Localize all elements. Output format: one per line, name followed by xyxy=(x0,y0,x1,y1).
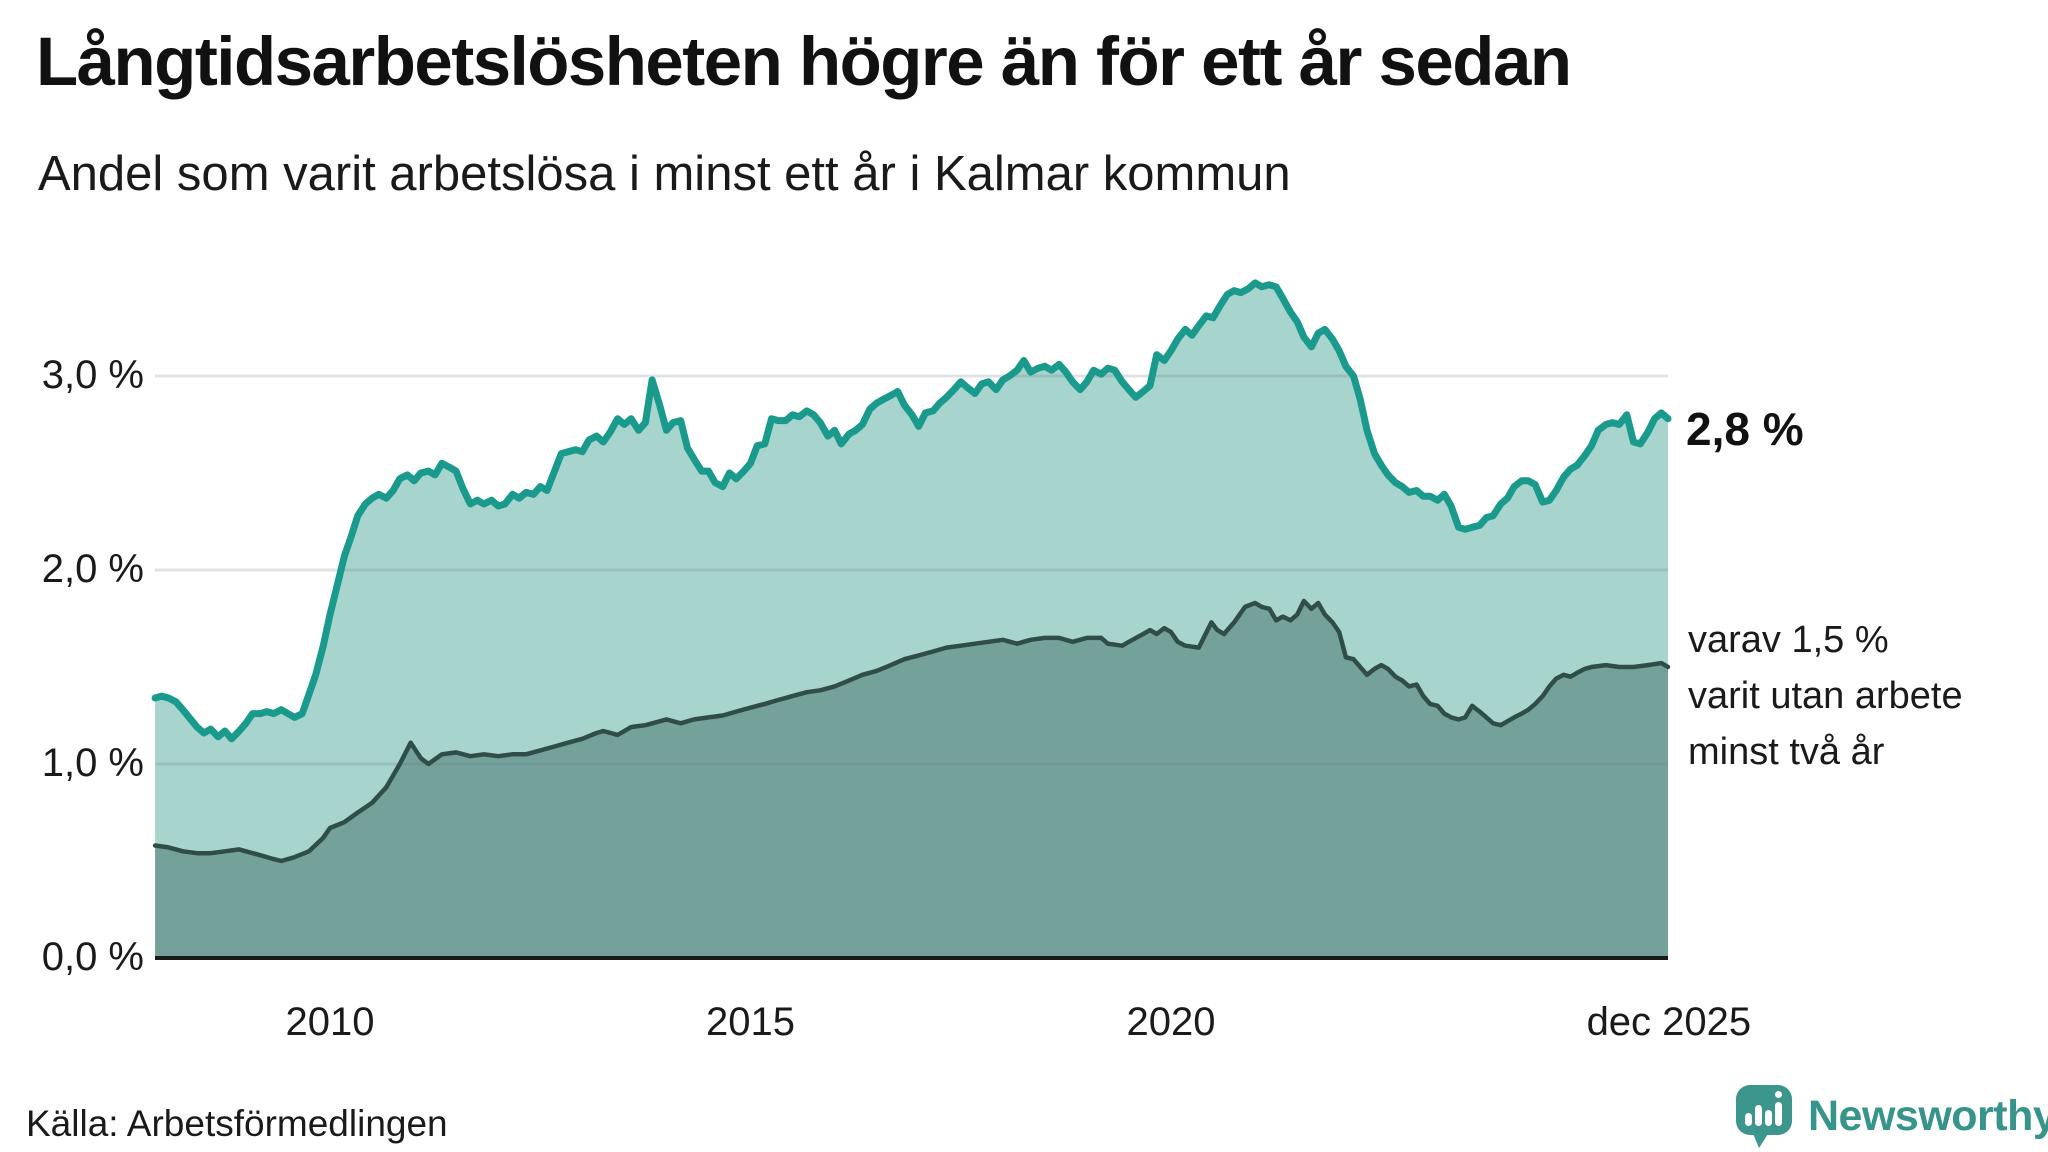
area-fill-series-2 xyxy=(155,601,1669,958)
x-tick-label: 2020 xyxy=(1126,1000,1216,1044)
series-end-label-total: 2,8 % xyxy=(1686,403,1804,455)
line-series-2 xyxy=(152,598,1671,864)
page-subtitle: Andel som varit arbetslösa i minst ett å… xyxy=(38,147,1291,201)
page-title: Långtidsarbetslösheten högre än för ett … xyxy=(36,23,1572,100)
y-tick-label: 0,0 % xyxy=(41,935,144,979)
y-tick-label: 3,0 % xyxy=(41,353,144,397)
x-tick-label: 2015 xyxy=(706,1000,795,1044)
chart-areas xyxy=(155,282,1669,958)
y-tick-label: 1,0 % xyxy=(41,741,144,785)
line-series-1 xyxy=(151,279,1672,743)
source-credit: Källa: Arbetsförmedlingen xyxy=(26,1103,448,1144)
newsworthy-wordmark: Newsworthy xyxy=(1808,1091,2048,1140)
annotation-line-1: varav 1,5 % xyxy=(1688,619,1889,661)
annotation-line-3: minst två år xyxy=(1688,731,1885,773)
x-tick-label: 2010 xyxy=(285,1000,375,1044)
newsworthy-logo: Newsworthy xyxy=(1734,1084,2048,1148)
chart-series-lines xyxy=(151,279,1672,864)
y-tick-label: 2,0 % xyxy=(41,547,144,591)
annotation-line-2: varit utan arbete xyxy=(1688,675,1963,717)
newsworthy-bubble-chart-icon xyxy=(1736,1085,1792,1148)
series-end-label-two-years: varav 1,5 % varit utan arbete minst två … xyxy=(1688,612,1963,780)
chart-gridlines xyxy=(155,374,1668,766)
x-tick-label: dec 2025 xyxy=(1586,1000,1752,1044)
